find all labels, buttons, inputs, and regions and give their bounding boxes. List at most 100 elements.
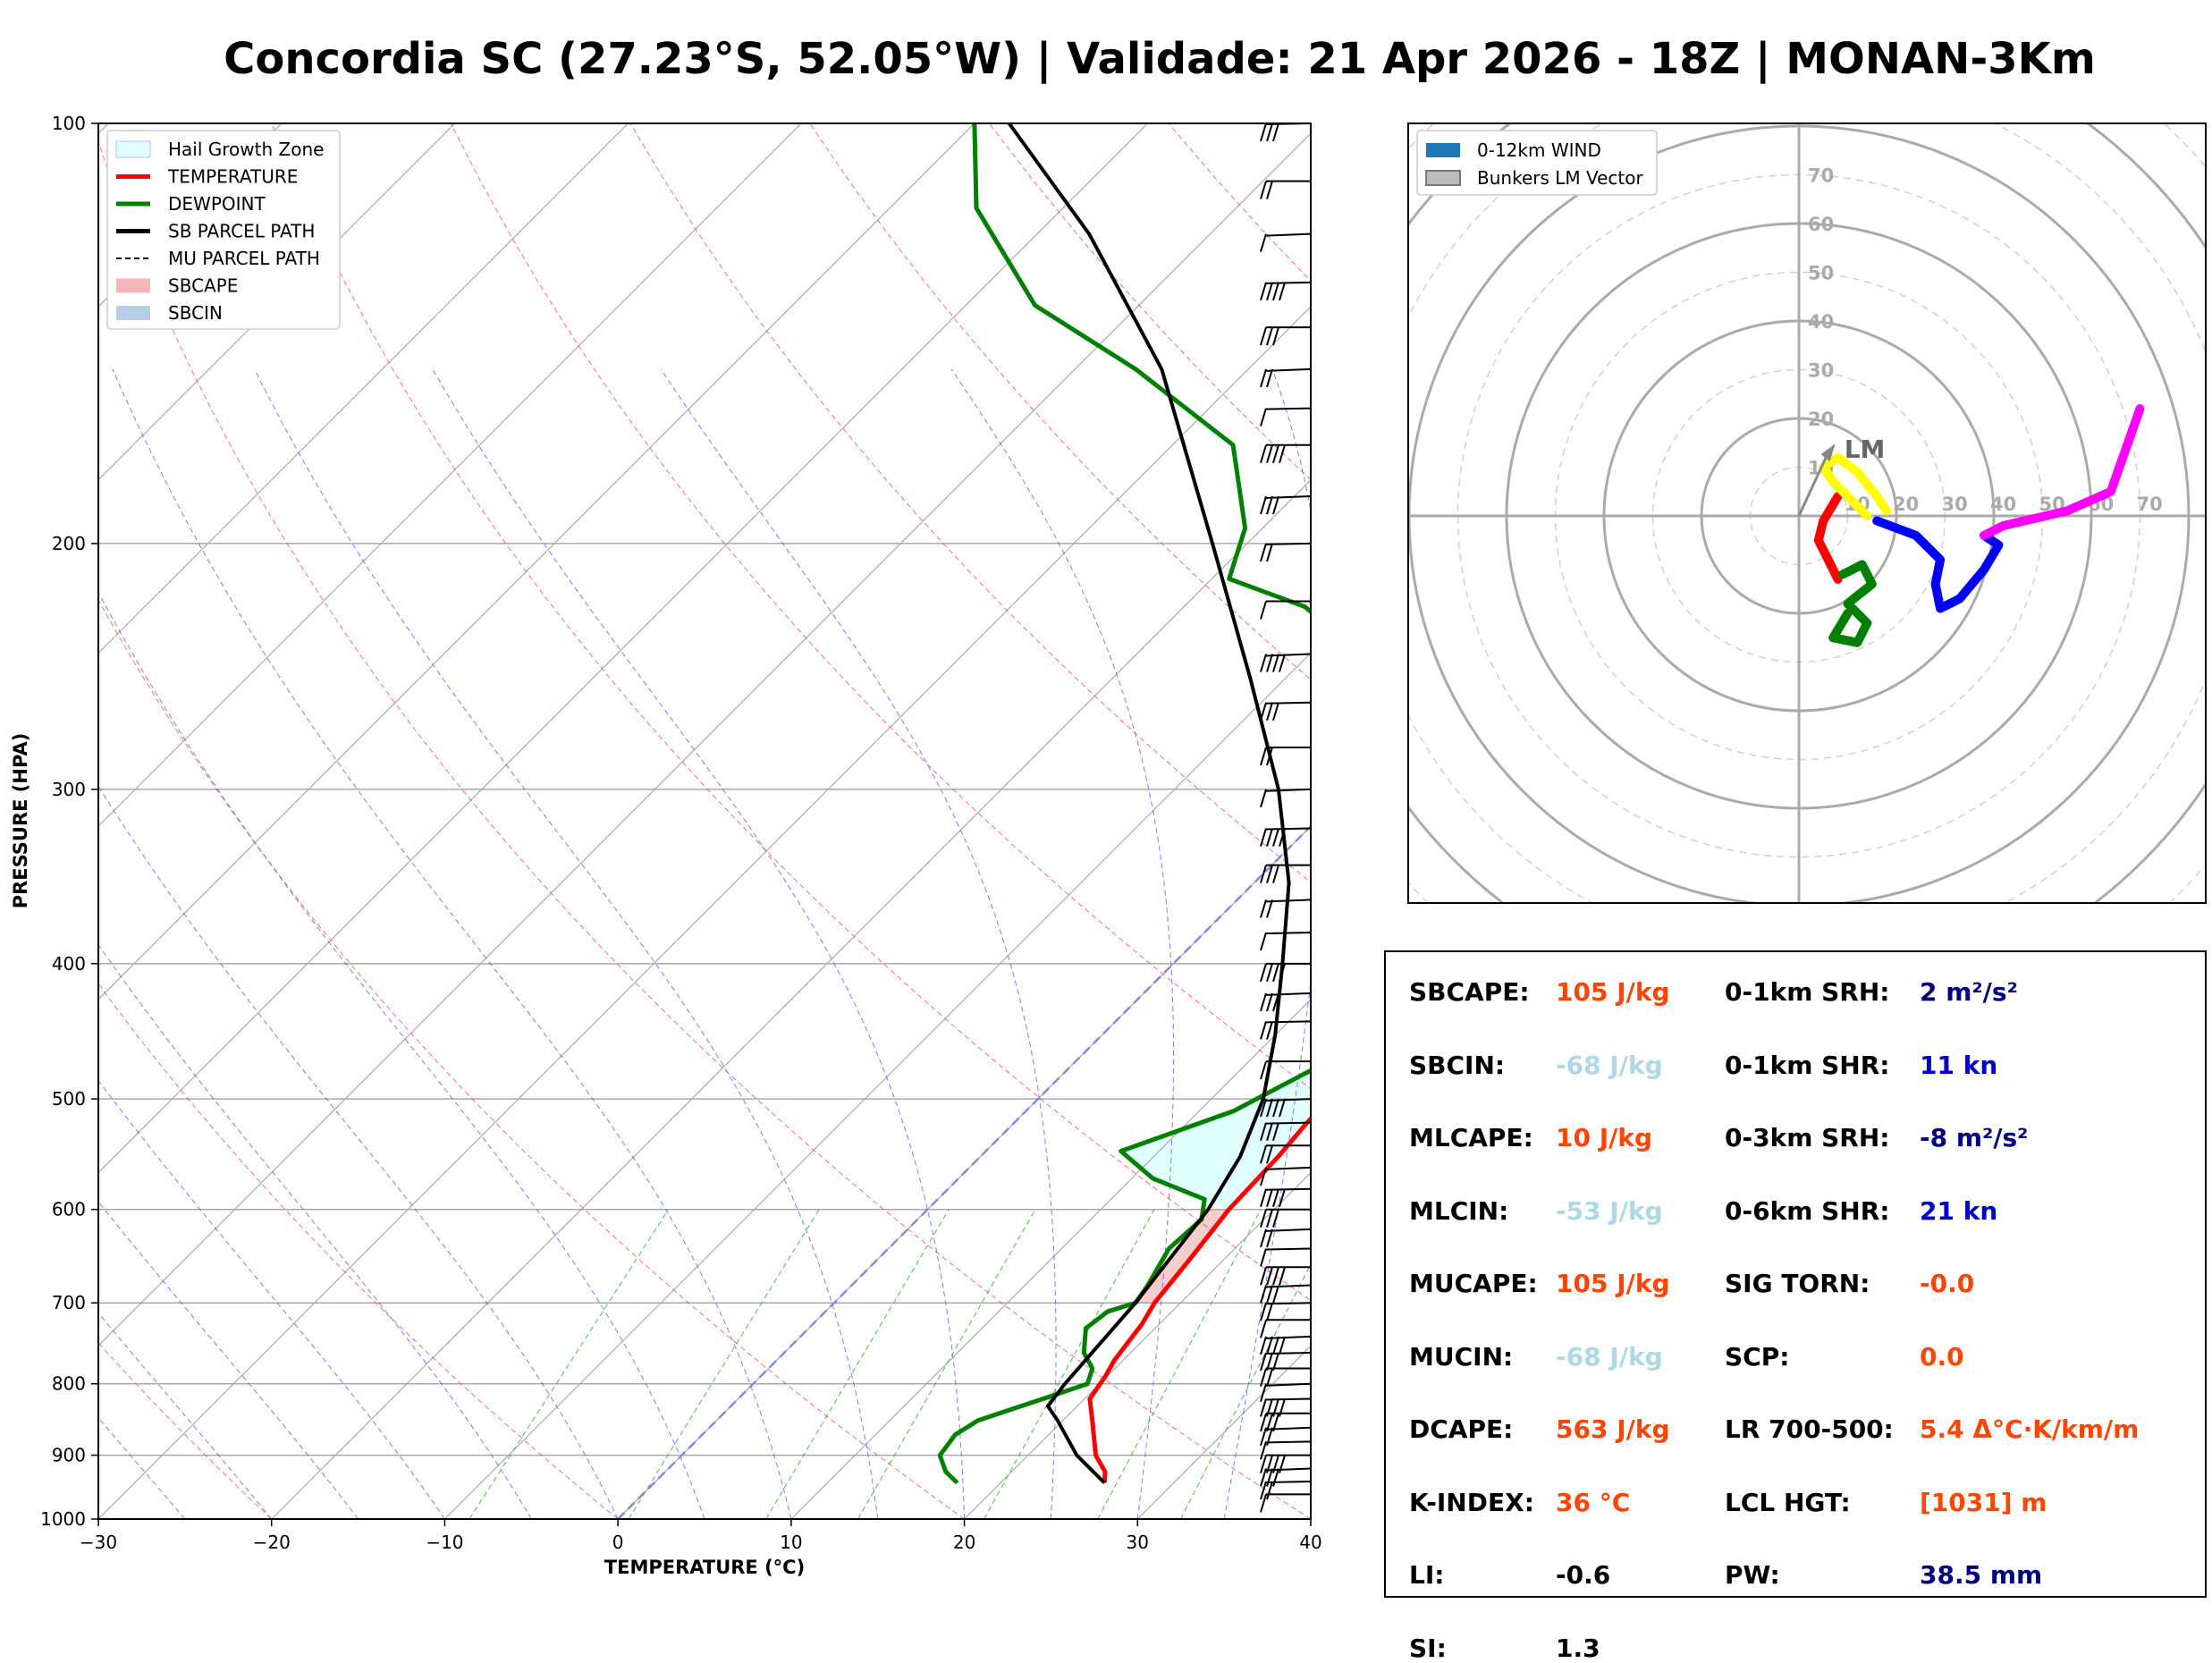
legend-swatch [1426, 171, 1460, 185]
stat-value: 1.3 [1556, 1633, 1600, 1663]
legend-label: Hail Growth Zone [168, 139, 324, 160]
isotherm-line [0, 123, 628, 1519]
y-tick-label: 500 [52, 1088, 86, 1110]
stat-value: 21 kn [1920, 1196, 1997, 1226]
stat-label: LR 700-500: [1725, 1414, 1894, 1444]
stat-value: 105 J/kg [1556, 977, 1670, 1007]
wind-barb-flag [1261, 654, 1266, 672]
wind-barb-flag [1261, 1320, 1266, 1338]
wind-barb-flag [1261, 409, 1266, 426]
mixing-ratio-line [984, 1210, 1154, 1519]
hodo-ring-label: 50 [1808, 263, 1834, 284]
hodo-ring [1263, 0, 2212, 1052]
wind-barb-flag [1267, 964, 1272, 982]
stat-label: LCL HGT: [1725, 1488, 1851, 1517]
y-tick-label: 700 [52, 1292, 86, 1313]
moist-adiabat [255, 369, 878, 1519]
hodo-ring-label: 40 [1990, 494, 2016, 515]
wind-barb-flag [1273, 1337, 1279, 1355]
moist-adiabat [0, 369, 618, 1519]
mixing-ratio-line [1181, 1210, 1339, 1519]
legend-label: SBCIN [168, 302, 223, 324]
stat-label: MUCAPE: [1409, 1269, 1538, 1298]
wind-barb-flag [1261, 327, 1266, 345]
wind-barb-flag [1261, 234, 1266, 252]
wind-barb [1261, 1337, 1311, 1355]
moist-adiabat [0, 369, 185, 1519]
wind-barb-flag [1267, 1210, 1272, 1228]
wind-barb-flag [1279, 1267, 1285, 1285]
wind-barb-flag [1273, 703, 1279, 721]
wind-barb-flag [1273, 283, 1279, 300]
wind-barb-flag [1267, 829, 1272, 847]
y-tick-label: 900 [52, 1445, 86, 1466]
wind-barb-flag [1273, 865, 1279, 883]
wind-barb-flag [1273, 829, 1279, 847]
wind-barb [1261, 993, 1311, 1011]
wind-barb-flag [1273, 1189, 1279, 1207]
stat-label: MLCIN: [1409, 1196, 1508, 1226]
wind-barb-flag [1261, 544, 1266, 561]
legend-label: SB PARCEL PATH [168, 221, 315, 242]
wind-barb-flag [1267, 283, 1272, 300]
wind-barb [1261, 1210, 1311, 1228]
mixing-ratio-line [629, 1210, 819, 1519]
wind-barb-flag [1267, 181, 1272, 199]
legend-swatch [1426, 143, 1460, 157]
wind-barb [1261, 369, 1311, 387]
wind-barb-flag [1273, 123, 1279, 141]
wind-barb-flag [1261, 602, 1266, 620]
y-tick-label: 800 [52, 1373, 86, 1395]
isotherm-line [98, 123, 1494, 1519]
wind-barb-flag [1267, 123, 1272, 141]
wind-barb [1261, 1320, 1311, 1338]
stat-label: DCAPE: [1409, 1414, 1513, 1444]
moist-adiabat [113, 369, 791, 1519]
stat-value: -53 J/kg [1556, 1196, 1663, 1226]
wind-barb-flag [1267, 544, 1272, 561]
legend-label: MU PARCEL PATH [168, 248, 320, 269]
wind-barb-flag [1261, 1353, 1266, 1371]
wind-barb-flag [1261, 1021, 1266, 1039]
stat-value: 10 J/kg [1556, 1123, 1652, 1152]
wind-barb-flag [1267, 654, 1272, 672]
hodo-ring-label: 70 [2137, 494, 2163, 515]
stat-label: LI: [1409, 1560, 1444, 1590]
legend-label: TEMPERATURE [167, 166, 298, 188]
x-tick-label: 0 [612, 1532, 624, 1553]
y-tick-label: 100 [52, 113, 86, 134]
x-tick-label: −10 [426, 1532, 463, 1553]
stat-value: 38.5 mm [1920, 1560, 2042, 1590]
stat-label: SIG TORN: [1725, 1269, 1870, 1298]
stat-label: MLCAPE: [1409, 1123, 1533, 1152]
stat-label: 0-1km SRH: [1725, 977, 1890, 1007]
wind-barb-flag [1267, 369, 1272, 387]
wind-barb [1261, 544, 1311, 561]
x-tick-label: 10 [780, 1532, 802, 1553]
stat-label: SI: [1409, 1633, 1447, 1663]
hodo-ring-label: 30 [1808, 360, 1834, 382]
wind-barb [1261, 409, 1311, 426]
wind-barb-flag [1261, 1189, 1266, 1207]
legend-swatch-hail [116, 141, 150, 157]
stat-value: 105 J/kg [1556, 1269, 1670, 1298]
stat-label: PW: [1725, 1560, 1780, 1590]
stat-value: 563 J/kg [1556, 1414, 1670, 1444]
wind-barb-flag [1261, 789, 1266, 807]
dry-adiabat [0, 123, 965, 1519]
wind-barb-flag [1279, 283, 1285, 300]
wind-barb [1261, 703, 1311, 721]
wind-barb-flag [1273, 327, 1279, 345]
hodo-ring-label: 70 [1808, 165, 1834, 187]
hail-growth-zone [1121, 1049, 1390, 1210]
wind-barb-flag [1267, 496, 1272, 514]
wind-barb-staff [1266, 1168, 1311, 1169]
stat-label: 0-3km SRH: [1725, 1123, 1890, 1152]
wind-barb [1261, 283, 1311, 300]
stat-label: MUCIN: [1409, 1342, 1513, 1372]
hodo-segment [1819, 496, 1838, 579]
stat-value: -8 m²/s² [1920, 1123, 2028, 1152]
wind-barb-flag [1261, 496, 1266, 514]
wind-barb [1261, 1286, 1311, 1304]
stat-value: -0.6 [1556, 1560, 1610, 1590]
